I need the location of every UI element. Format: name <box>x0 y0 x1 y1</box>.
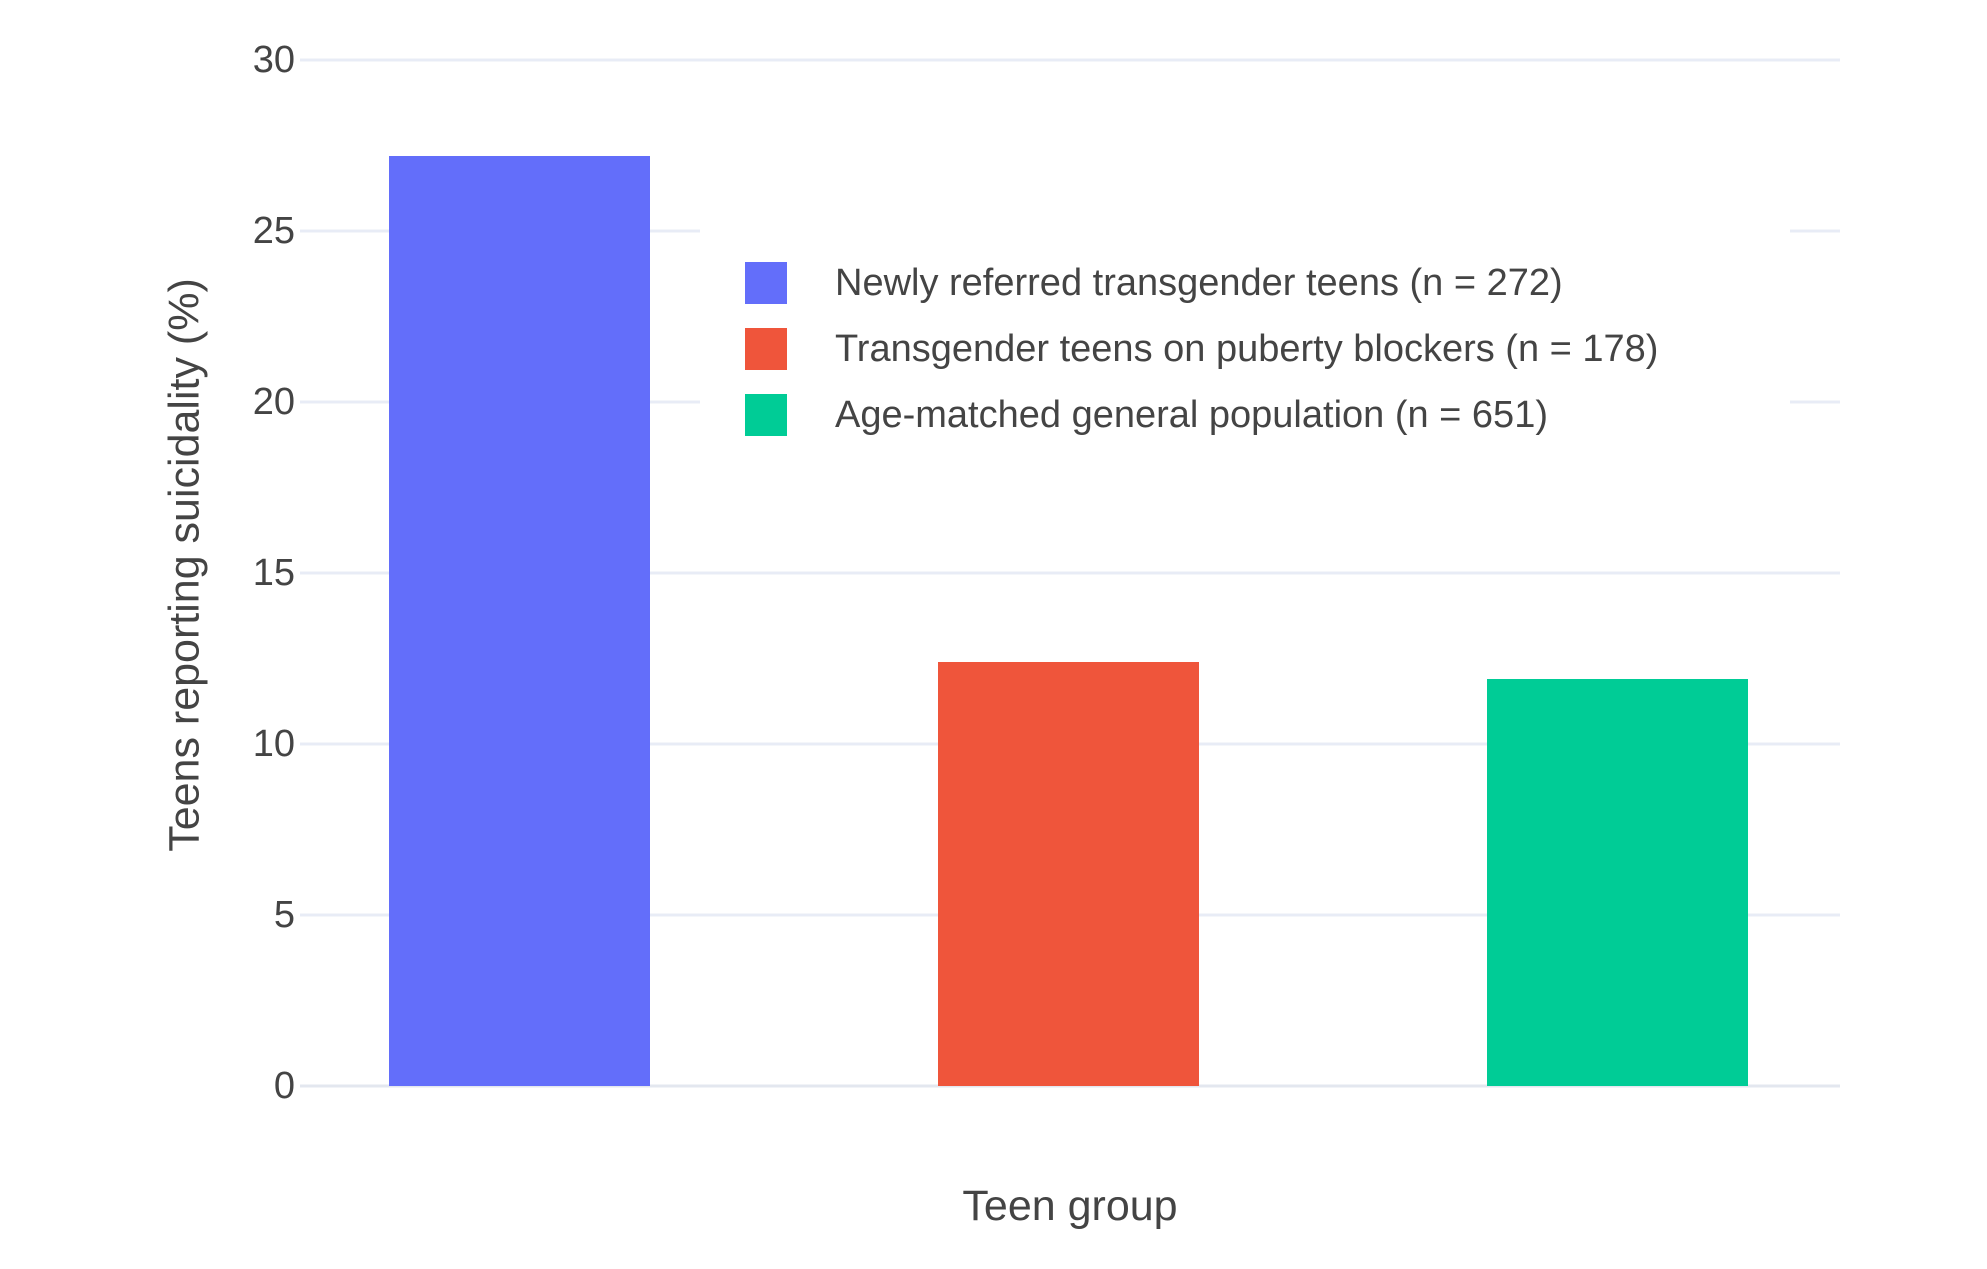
y-axis-tick-labels: 0 5 10 15 20 25 30 <box>0 41 295 1105</box>
gridline <box>300 58 1840 62</box>
legend-item[interactable]: Age-matched general population (n = 651) <box>745 394 1790 436</box>
legend-label: Transgender teens on puberty blockers (n… <box>835 328 1659 370</box>
blue-square-icon <box>745 262 787 304</box>
bar-3[interactable] <box>1487 679 1748 1086</box>
y-tick-label: 25 <box>252 210 295 252</box>
x-axis-title: Teen group <box>962 1182 1178 1230</box>
zero-gridline <box>300 1084 1840 1088</box>
legend-item[interactable]: Newly referred transgender teens (n = 27… <box>745 262 1790 304</box>
y-tick-label: 15 <box>252 552 295 594</box>
y-tick-label: 0 <box>273 1065 295 1107</box>
bar-1[interactable] <box>389 155 650 1086</box>
bar-2[interactable] <box>938 661 1199 1086</box>
y-tick-label: 5 <box>273 894 295 936</box>
legend-label: Age-matched general population (n = 651) <box>835 394 1548 436</box>
y-tick-label: 30 <box>252 39 295 81</box>
legend-item[interactable]: Transgender teens on puberty blockers (n… <box>745 328 1790 370</box>
gridline <box>300 571 1840 575</box>
y-tick-label: 10 <box>252 723 295 765</box>
legend: Newly referred transgender teens (n = 27… <box>700 228 1790 462</box>
y-tick-label: 20 <box>252 381 295 423</box>
plot-area <box>300 58 1840 1088</box>
red-square-icon <box>745 328 787 370</box>
legend-label: Newly referred transgender teens (n = 27… <box>835 262 1563 304</box>
y-axis-title: Teens reporting suicidality (%) <box>160 278 209 852</box>
green-square-icon <box>745 394 787 436</box>
